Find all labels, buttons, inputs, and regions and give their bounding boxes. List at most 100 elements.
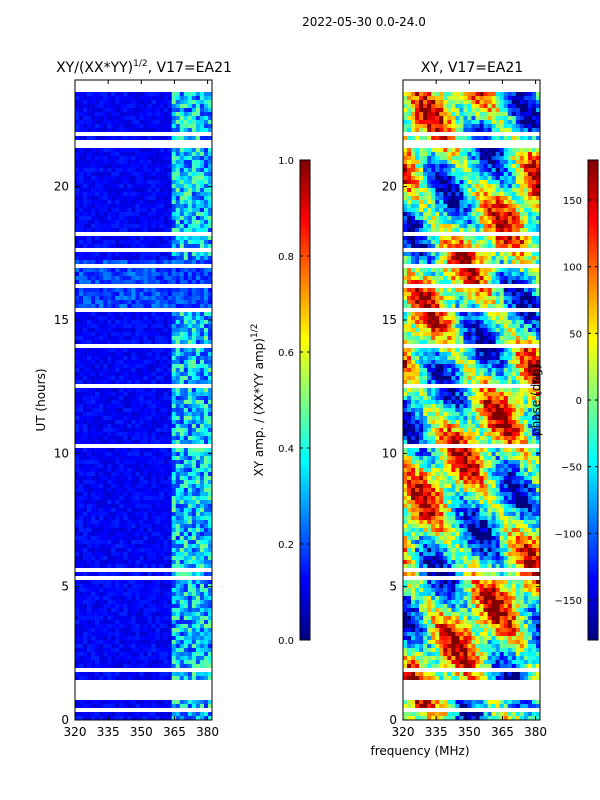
heatmap-cell	[99, 148, 104, 153]
heatmap-cell	[195, 108, 201, 113]
heatmap-cell	[175, 268, 181, 273]
heatmap-cell	[147, 256, 152, 261]
heatmap-cell	[143, 104, 148, 109]
heatmap-cell	[143, 448, 148, 453]
heatmap-cell	[75, 320, 80, 325]
heatmap-cell	[107, 616, 112, 621]
heatmap-cell	[103, 200, 108, 205]
heatmap-cell	[175, 472, 181, 477]
heatmap-cell	[407, 108, 412, 113]
heatmap-cell	[103, 516, 108, 521]
heatmap-cell	[167, 108, 173, 113]
heatmap-cell	[131, 636, 136, 641]
heatmap-cell	[91, 560, 96, 565]
heatmap-cell	[115, 236, 120, 241]
heatmap-cell	[191, 148, 197, 153]
heatmap-cell	[167, 224, 173, 229]
heatmap-cell	[163, 388, 168, 393]
heatmap-cell	[195, 664, 201, 669]
heatmap-cell	[535, 104, 541, 109]
heatmap-cell	[79, 652, 84, 657]
heatmap-cell	[127, 228, 132, 233]
heatmap-cell	[103, 420, 108, 425]
heatmap-cell	[83, 276, 88, 281]
heatmap-cell	[171, 600, 177, 605]
heatmap-cell	[103, 400, 108, 405]
heatmap-cell	[203, 100, 209, 105]
heatmap-cell	[123, 396, 128, 401]
heatmap-cell	[79, 608, 84, 613]
heatmap-cell	[131, 428, 136, 433]
heatmap-cell	[183, 436, 189, 441]
heatmap-cell	[91, 192, 96, 197]
heatmap-cell	[159, 120, 164, 125]
heatmap-cell	[531, 112, 537, 117]
heatmap-cell	[179, 92, 185, 97]
heatmap-cell	[159, 204, 164, 209]
heatmap-cell	[95, 360, 100, 365]
heatmap-cell	[171, 540, 177, 545]
heatmap-cell	[95, 700, 100, 705]
heatmap-cell	[107, 652, 112, 657]
heatmap-cell	[439, 108, 444, 113]
heatmap-cell	[103, 204, 108, 209]
heatmap-cell	[115, 92, 120, 97]
heatmap-cell	[167, 580, 173, 585]
heatmap-cell	[119, 304, 124, 309]
heatmap-cell	[183, 152, 189, 157]
heatmap-cell	[75, 96, 80, 101]
heatmap-cell	[191, 716, 197, 721]
heatmap-cell	[111, 380, 116, 385]
heatmap-cell	[139, 328, 144, 333]
heatmap-cell	[183, 488, 189, 493]
heatmap-cell	[103, 540, 108, 545]
heatmap-cell	[103, 368, 108, 373]
heatmap-cell	[131, 388, 136, 393]
heatmap-cell	[155, 136, 160, 141]
amplitude-colorbar-label: XY amp. / (XX*YY amp)1/2	[250, 324, 266, 477]
heatmap-cell	[187, 312, 193, 317]
heatmap-cell	[91, 360, 96, 365]
heatmap-cell	[195, 492, 201, 497]
heatmap-cell	[119, 452, 124, 457]
heatmap-cell	[187, 472, 193, 477]
heatmap-cell	[175, 128, 181, 133]
heatmap-cell	[139, 516, 144, 521]
heatmap-cell	[91, 460, 96, 465]
heatmap-cell	[139, 348, 144, 353]
heatmap-cell	[139, 508, 144, 513]
heatmap-cell	[535, 92, 541, 97]
heatmap-cell	[143, 636, 148, 641]
heatmap-cell	[199, 236, 205, 241]
heatmap-cell	[99, 468, 104, 473]
heatmap-cell	[151, 276, 156, 281]
heatmap-cell	[75, 544, 80, 549]
heatmap-cell	[159, 616, 164, 621]
heatmap-cell	[183, 524, 189, 529]
amplitude-panel: XY/(XX*YY)1/2, V17=EA21 320 335 350 365 3800…	[34, 59, 232, 739]
heatmap-cell	[207, 480, 213, 485]
heatmap-cell	[183, 180, 189, 185]
heatmap-cell	[475, 104, 480, 109]
heatmap-cell	[159, 640, 164, 645]
heatmap-cell	[123, 472, 128, 477]
heatmap-cell	[135, 272, 140, 277]
heatmap-cell	[127, 236, 132, 241]
heatmap-cell	[143, 644, 148, 649]
heatmap-cell	[179, 700, 185, 705]
heatmap-cell	[83, 244, 88, 249]
gap-row	[75, 308, 212, 313]
heatmap-cell	[107, 280, 112, 285]
heatmap-cell	[191, 676, 197, 681]
heatmap-cell	[183, 272, 189, 277]
heatmap-cell	[83, 424, 88, 429]
heatmap-cell	[183, 136, 189, 141]
heatmap-cell	[207, 628, 213, 633]
heatmap-cell	[139, 96, 144, 101]
heatmap-cell	[163, 312, 168, 317]
heatmap-cell	[187, 648, 193, 653]
heatmap-cell	[115, 360, 120, 365]
heatmap-cell	[75, 392, 80, 397]
heatmap-cell	[187, 540, 193, 545]
heatmap-cell	[79, 516, 84, 521]
